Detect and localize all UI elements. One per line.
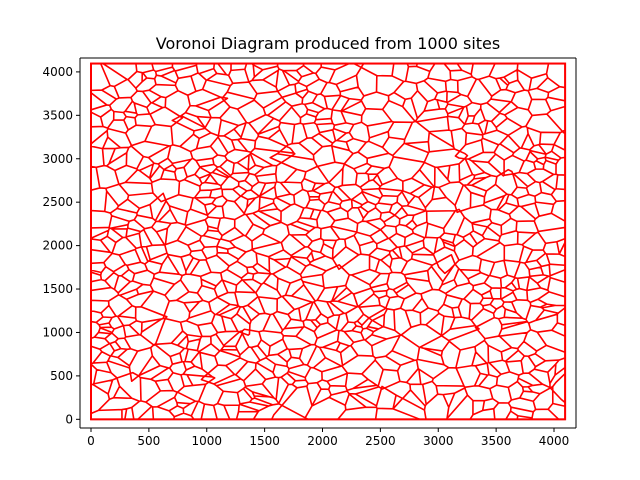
y-tick-label: 500	[50, 369, 73, 383]
y-tick-label: 2000	[42, 239, 73, 253]
x-tick-label: 2500	[365, 434, 396, 448]
voronoi-edges	[90, 62, 566, 421]
x-tick-label: 1500	[249, 434, 280, 448]
x-tick-label: 3000	[423, 434, 454, 448]
y-tick-label: 0	[65, 412, 73, 426]
y-tick-label: 2500	[42, 195, 73, 209]
x-tick-label: 1000	[191, 434, 222, 448]
y-tick-label: 4000	[42, 65, 73, 79]
y-tick-label: 3000	[42, 152, 73, 166]
y-axis-ticks: 0 500 1000 1500 2000 2500 3000 3500 4000	[42, 65, 80, 426]
axes-frame	[79, 57, 577, 429]
x-tick-label: 0	[87, 434, 95, 448]
x-axis-ticks: 0 500 1000 1500 2000 2500 3000 3500 4000	[87, 428, 569, 448]
y-tick-label: 1000	[42, 325, 73, 339]
plot-area	[89, 62, 567, 421]
chart-title: Voronoi Diagram produced from 1000 sites	[156, 34, 500, 53]
x-tick-label: 2000	[307, 434, 338, 448]
x-tick-label: 4000	[539, 434, 570, 448]
x-tick-label: 3500	[481, 434, 512, 448]
voronoi-cell-edges	[90, 62, 566, 421]
domain-boundary	[89, 62, 567, 421]
y-tick-label: 3500	[42, 108, 73, 122]
y-tick-label: 1500	[42, 282, 73, 296]
x-tick-label: 500	[137, 434, 160, 448]
